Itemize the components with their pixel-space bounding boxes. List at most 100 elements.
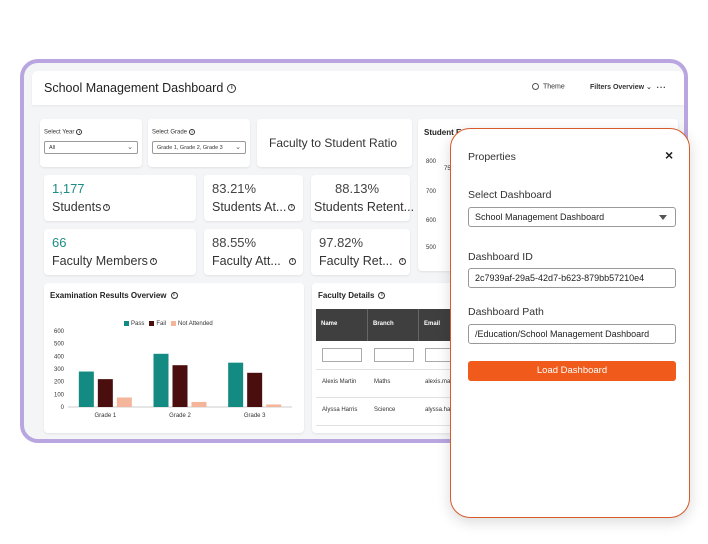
dashboard-path-value: /Education/School Management Dashboard bbox=[475, 329, 650, 339]
exam-results-title: Examination Results Overview i bbox=[50, 291, 178, 300]
kpi-value: 88.13% bbox=[335, 181, 380, 196]
kpi-label-text: Faculty Ret... bbox=[319, 254, 393, 268]
kpi-value: 83.21% bbox=[212, 181, 257, 196]
kpi-value: 66 bbox=[52, 235, 67, 250]
enroll-tick: 750 bbox=[444, 166, 455, 172]
more-options-icon[interactable]: ... bbox=[656, 77, 667, 91]
dashboard-path-label: Dashboard Path bbox=[468, 306, 544, 318]
chevron-down-icon bbox=[659, 215, 667, 220]
table-cell: alyssa.harr bbox=[425, 407, 455, 413]
name-filter-input[interactable] bbox=[322, 348, 362, 362]
legend-swatch-not-attended bbox=[171, 321, 177, 326]
enroll-tick: 700 bbox=[426, 189, 437, 195]
enroll-tick: 500 bbox=[426, 245, 437, 251]
table-cell: alexis.mart bbox=[425, 379, 455, 385]
enroll-tick: 600 bbox=[426, 218, 437, 224]
bar-fail-grade-2[interactable] bbox=[172, 365, 188, 407]
table-cell: Alexis Martin bbox=[322, 379, 357, 385]
kpi-value: 1,177 bbox=[52, 181, 85, 196]
chevron-down-icon: ⌄ bbox=[646, 84, 652, 91]
table-cell: Alyssa Harris bbox=[322, 407, 358, 413]
select-dashboard-dropdown[interactable]: School Management Dashboard bbox=[468, 207, 676, 227]
x-tick-label: Grade 1 bbox=[94, 413, 116, 419]
dashboard-path-field[interactable]: /Education/School Management Dashboard bbox=[468, 324, 676, 344]
y-tick-label: 600 bbox=[54, 329, 65, 335]
info-icon: i bbox=[76, 129, 83, 135]
kpi-label: Students i bbox=[52, 200, 111, 214]
kpi-faculty-attendance: 88.55% Faculty Att... i bbox=[204, 229, 303, 275]
year-select[interactable]: All ⌄ bbox=[44, 141, 138, 154]
column-header-email[interactable]: Email bbox=[424, 321, 441, 327]
bar-not-attended-grade-2[interactable] bbox=[191, 401, 207, 407]
theme-button[interactable]: Theme bbox=[532, 83, 565, 90]
y-tick-label: 300 bbox=[54, 367, 65, 373]
kpi-label: Faculty Att... i bbox=[212, 254, 296, 268]
grade-select-value: Grade 1, Grade 2, Grade 3 bbox=[157, 145, 223, 151]
theme-icon bbox=[532, 83, 539, 90]
bar-pass-grade-1[interactable] bbox=[78, 371, 94, 407]
legend-swatch-fail bbox=[149, 321, 155, 326]
bar-not-attended-grade-1[interactable] bbox=[116, 397, 132, 408]
kpi-value: 88.55% bbox=[212, 235, 257, 250]
dashboard-header: School Management Dashboard i Theme Filte… bbox=[32, 71, 684, 105]
bar-pass-grade-3[interactable] bbox=[228, 362, 244, 407]
kpi-label-text: Faculty Att... bbox=[212, 254, 281, 268]
exam-results-chart: 0 100 200 300 400 500 600 Grade 1 Grade 2 Grade 3 bbox=[54, 329, 292, 419]
bar-pass-grade-2[interactable] bbox=[153, 353, 169, 407]
y-tick-label: 500 bbox=[54, 342, 65, 348]
table-header: Name Branch Email bbox=[316, 309, 476, 341]
info-icon: i bbox=[288, 258, 296, 266]
panel-title: Properties bbox=[468, 151, 516, 163]
filters-overview-button[interactable]: Filters Overview ⌄ bbox=[590, 83, 652, 91]
info-icon: i bbox=[149, 258, 157, 266]
kpi-faculty-members: 66 Faculty Members i bbox=[44, 229, 196, 275]
theme-label: Theme bbox=[543, 83, 565, 91]
properties-panel: Properties × Select Dashboard School Man… bbox=[450, 128, 690, 518]
info-icon: i bbox=[288, 204, 296, 212]
bar-fail-grade-3[interactable] bbox=[247, 372, 263, 407]
kpi-faculty-retention: 97.82% Faculty Ret... i bbox=[311, 229, 410, 275]
row-divider bbox=[316, 425, 476, 426]
grade-filter-label-text: Select Grade bbox=[152, 129, 188, 136]
dashboard-id-label: Dashboard ID bbox=[468, 251, 533, 263]
dashboard-id-value: 2c7939af-29a5-42d7-b623-879bb57210e4 bbox=[475, 273, 645, 283]
bar-fail-grade-1[interactable] bbox=[97, 379, 113, 407]
y-tick-label: 100 bbox=[54, 392, 65, 398]
info-icon: i bbox=[398, 258, 406, 266]
info-icon: i bbox=[103, 204, 111, 212]
column-header-branch[interactable]: Branch bbox=[368, 309, 419, 341]
row-divider bbox=[316, 397, 476, 398]
kpi-label: Students Retent... bbox=[314, 200, 415, 214]
kpi-label-text: Students bbox=[52, 200, 102, 214]
kpi-label-text: Faculty Members bbox=[52, 254, 148, 268]
close-icon[interactable]: × bbox=[665, 147, 674, 163]
x-tick-label: Grade 3 bbox=[244, 413, 266, 419]
load-dashboard-button[interactable]: Load Dashboard bbox=[468, 361, 676, 381]
page-title: School Management Dashboard i bbox=[44, 81, 237, 95]
y-tick-label: 400 bbox=[54, 354, 65, 360]
info-icon: i bbox=[378, 292, 386, 300]
kpi-label: Students At... i bbox=[212, 200, 296, 214]
bar-not-attended-grade-3[interactable] bbox=[266, 404, 282, 407]
chart-legend: Pass Fail Not Attended bbox=[124, 321, 213, 327]
table-cell: Maths bbox=[374, 379, 391, 385]
column-header-name[interactable]: Name bbox=[316, 309, 368, 341]
kpi-students: 1,177 Students i bbox=[44, 175, 196, 221]
branch-filter-input[interactable] bbox=[374, 348, 414, 362]
enroll-tick: 800 bbox=[426, 159, 437, 165]
table-cell: Science bbox=[374, 407, 396, 413]
y-tick-label: 200 bbox=[54, 380, 65, 386]
x-tick-label: Grade 2 bbox=[169, 413, 191, 419]
info-icon[interactable]: i bbox=[227, 84, 237, 94]
y-tick-label: 0 bbox=[61, 405, 65, 411]
info-icon: i bbox=[170, 292, 178, 300]
grade-select[interactable]: Grade 1, Grade 2, Grade 3 ⌄ bbox=[152, 141, 246, 154]
chevron-down-icon: ⌄ bbox=[127, 144, 133, 151]
info-icon: i bbox=[189, 129, 196, 135]
select-dashboard-value: School Management Dashboard bbox=[475, 212, 605, 222]
legend-label-pass: Pass bbox=[131, 321, 145, 328]
page-title-text: School Management Dashboard bbox=[44, 81, 224, 95]
dashboard-id-field[interactable]: 2c7939af-29a5-42d7-b623-879bb57210e4 bbox=[468, 268, 676, 288]
year-filter-label: Select Year i bbox=[44, 129, 83, 136]
kpi-label-text: Students At... bbox=[212, 200, 287, 214]
